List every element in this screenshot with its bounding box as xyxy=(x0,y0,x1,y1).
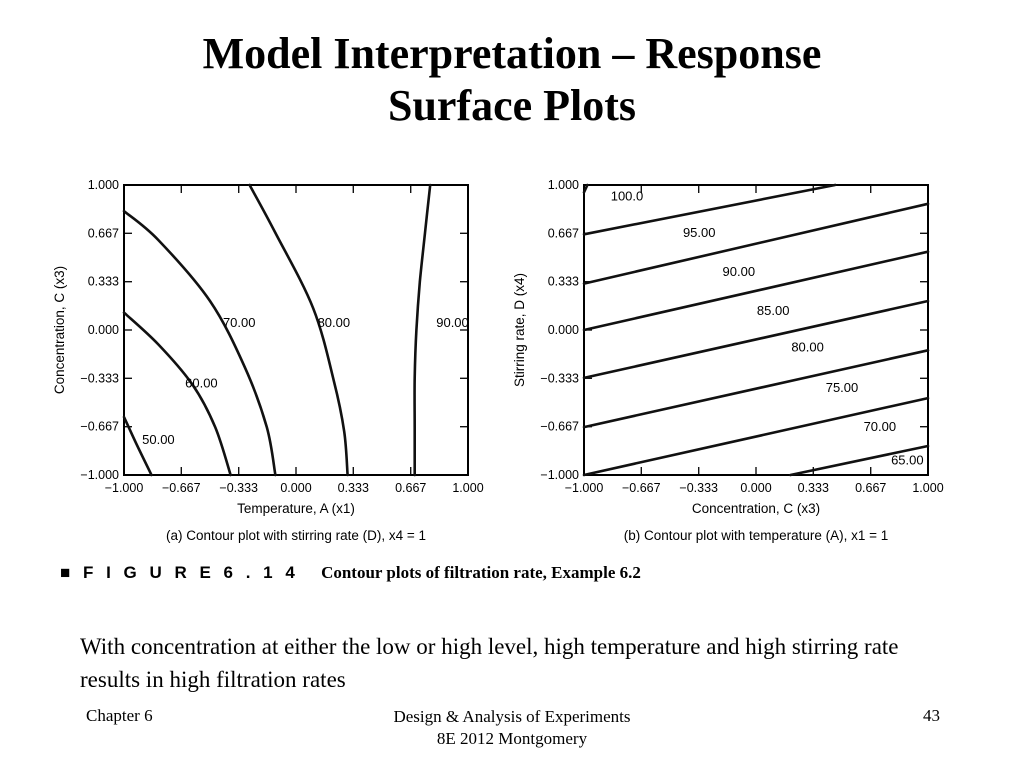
contour-line-95.00 xyxy=(582,183,837,236)
y-axis-label: Stirring rate, D (x4) xyxy=(512,273,527,387)
x-tick-label: −0.333 xyxy=(679,481,718,495)
x-axis-label: Concentration, C (x3) xyxy=(692,501,820,516)
contour-plot-b: −1.000−1.000 −0.667 −0.667 −0.333 −0.333 0.00… xyxy=(512,178,944,543)
x-tick-label: −1.000 xyxy=(565,481,604,495)
contour-line-65.00 xyxy=(789,444,930,477)
contour-label-75.00: 75.00 xyxy=(826,380,859,395)
footer-course-line-2: 8E 2012 Montgomery xyxy=(436,729,588,748)
x-tick-label: 0.667 xyxy=(855,481,886,495)
footer-page-number: 43 xyxy=(923,706,940,725)
plot-caption: (b) Contour plot with temperature (A), x… xyxy=(624,528,889,543)
slide-title-line-2: Surface Plots xyxy=(387,81,637,130)
x-tick-label: −0.667 xyxy=(622,481,661,495)
y-tick-label: −0.333 xyxy=(540,371,579,385)
contour-line-70.00 xyxy=(122,209,277,477)
x-tick-label: 1.000 xyxy=(912,481,943,495)
contour-line-80.00 xyxy=(582,299,930,380)
footer-course-line-1: Design & Analysis of Experiments xyxy=(393,707,631,726)
x-tick-label: 0.667 xyxy=(395,481,426,495)
x-tick-label: 0.333 xyxy=(338,481,369,495)
x-axis-label: Temperature, A (x1) xyxy=(237,501,355,516)
y-tick-label: 1.000 xyxy=(88,178,119,192)
contour-label-80.00: 80.00 xyxy=(318,315,351,330)
x-tick-label: −1.000 xyxy=(105,481,144,495)
y-axis-label: Concentration, C (x3) xyxy=(52,266,67,394)
y-tick-label: −0.667 xyxy=(540,420,579,434)
footer-course: Design & Analysis of Experiments 8E 2012… xyxy=(312,706,712,750)
contour-label-50.00: 50.00 xyxy=(142,432,175,447)
x-tick-label: 0.000 xyxy=(740,481,771,495)
body-text: With concentration at either the low or … xyxy=(80,634,899,692)
contour-label-90.00: 90.00 xyxy=(436,315,469,330)
x-tick-label: 0.000 xyxy=(280,481,311,495)
y-tick-label: 1.000 xyxy=(548,178,579,192)
contour-line-90.00 xyxy=(413,183,432,477)
slide-title-line-1: Model Interpretation – Response xyxy=(202,29,822,78)
figure-label: ■ F I G U R E 6 . 1 4 xyxy=(60,563,299,582)
footer-chapter: Chapter 6 xyxy=(86,706,153,725)
contour-label-70.00: 70.00 xyxy=(864,419,897,434)
y-tick-label: −0.333 xyxy=(80,371,119,385)
contour-label-65.00: 65.00 xyxy=(891,453,924,468)
contour-line-85.00 xyxy=(582,250,930,332)
x-tick-label: 0.333 xyxy=(798,481,829,495)
figure-caption: ■ F I G U R E 6 . 1 4 Contour plots of f… xyxy=(60,563,641,583)
plot-caption: (a) Contour plot with stirring rate (D),… xyxy=(166,528,426,543)
x-tick-label: −0.667 xyxy=(162,481,201,495)
contour-label-80.00: 80.00 xyxy=(791,339,824,354)
y-tick-label: 0.667 xyxy=(548,226,579,240)
contour-line-70.00 xyxy=(582,396,930,477)
y-tick-label: −0.667 xyxy=(80,420,119,434)
contour-line-60.00 xyxy=(122,311,232,477)
contour-line-100.0 xyxy=(582,183,589,194)
y-tick-label: −1.000 xyxy=(80,468,119,482)
contour-line-75.00 xyxy=(582,349,930,429)
y-tick-label: −1.000 xyxy=(540,468,579,482)
contour-label-70.00: 70.00 xyxy=(223,315,256,330)
contour-line-90.00 xyxy=(582,202,930,285)
contour-label-60.00: 60.00 xyxy=(185,376,218,391)
y-tick-label: 0.333 xyxy=(548,275,579,289)
contour-line-50.00 xyxy=(122,415,153,477)
contour-label-90.00: 90.00 xyxy=(723,264,756,279)
contour-label-100.0: 100.0 xyxy=(611,189,644,204)
contour-plot-a: −1.000−1.000 −0.667 −0.667 −0.333 −0.333 0.00… xyxy=(52,178,484,543)
y-tick-label: 0.000 xyxy=(88,323,119,337)
slide-title: Model Interpretation – Response Surface … xyxy=(0,28,1024,132)
x-tick-label: 1.000 xyxy=(452,481,483,495)
contour-label-95.00: 95.00 xyxy=(683,225,716,240)
figure-text: Contour plots of filtration rate, Exampl… xyxy=(321,563,641,582)
contour-label-85.00: 85.00 xyxy=(757,303,790,318)
y-tick-label: 0.000 xyxy=(548,323,579,337)
contour-line-80.00 xyxy=(248,183,349,477)
y-tick-label: 0.333 xyxy=(88,275,119,289)
x-tick-label: −0.333 xyxy=(219,481,258,495)
y-tick-label: 0.667 xyxy=(88,226,119,240)
